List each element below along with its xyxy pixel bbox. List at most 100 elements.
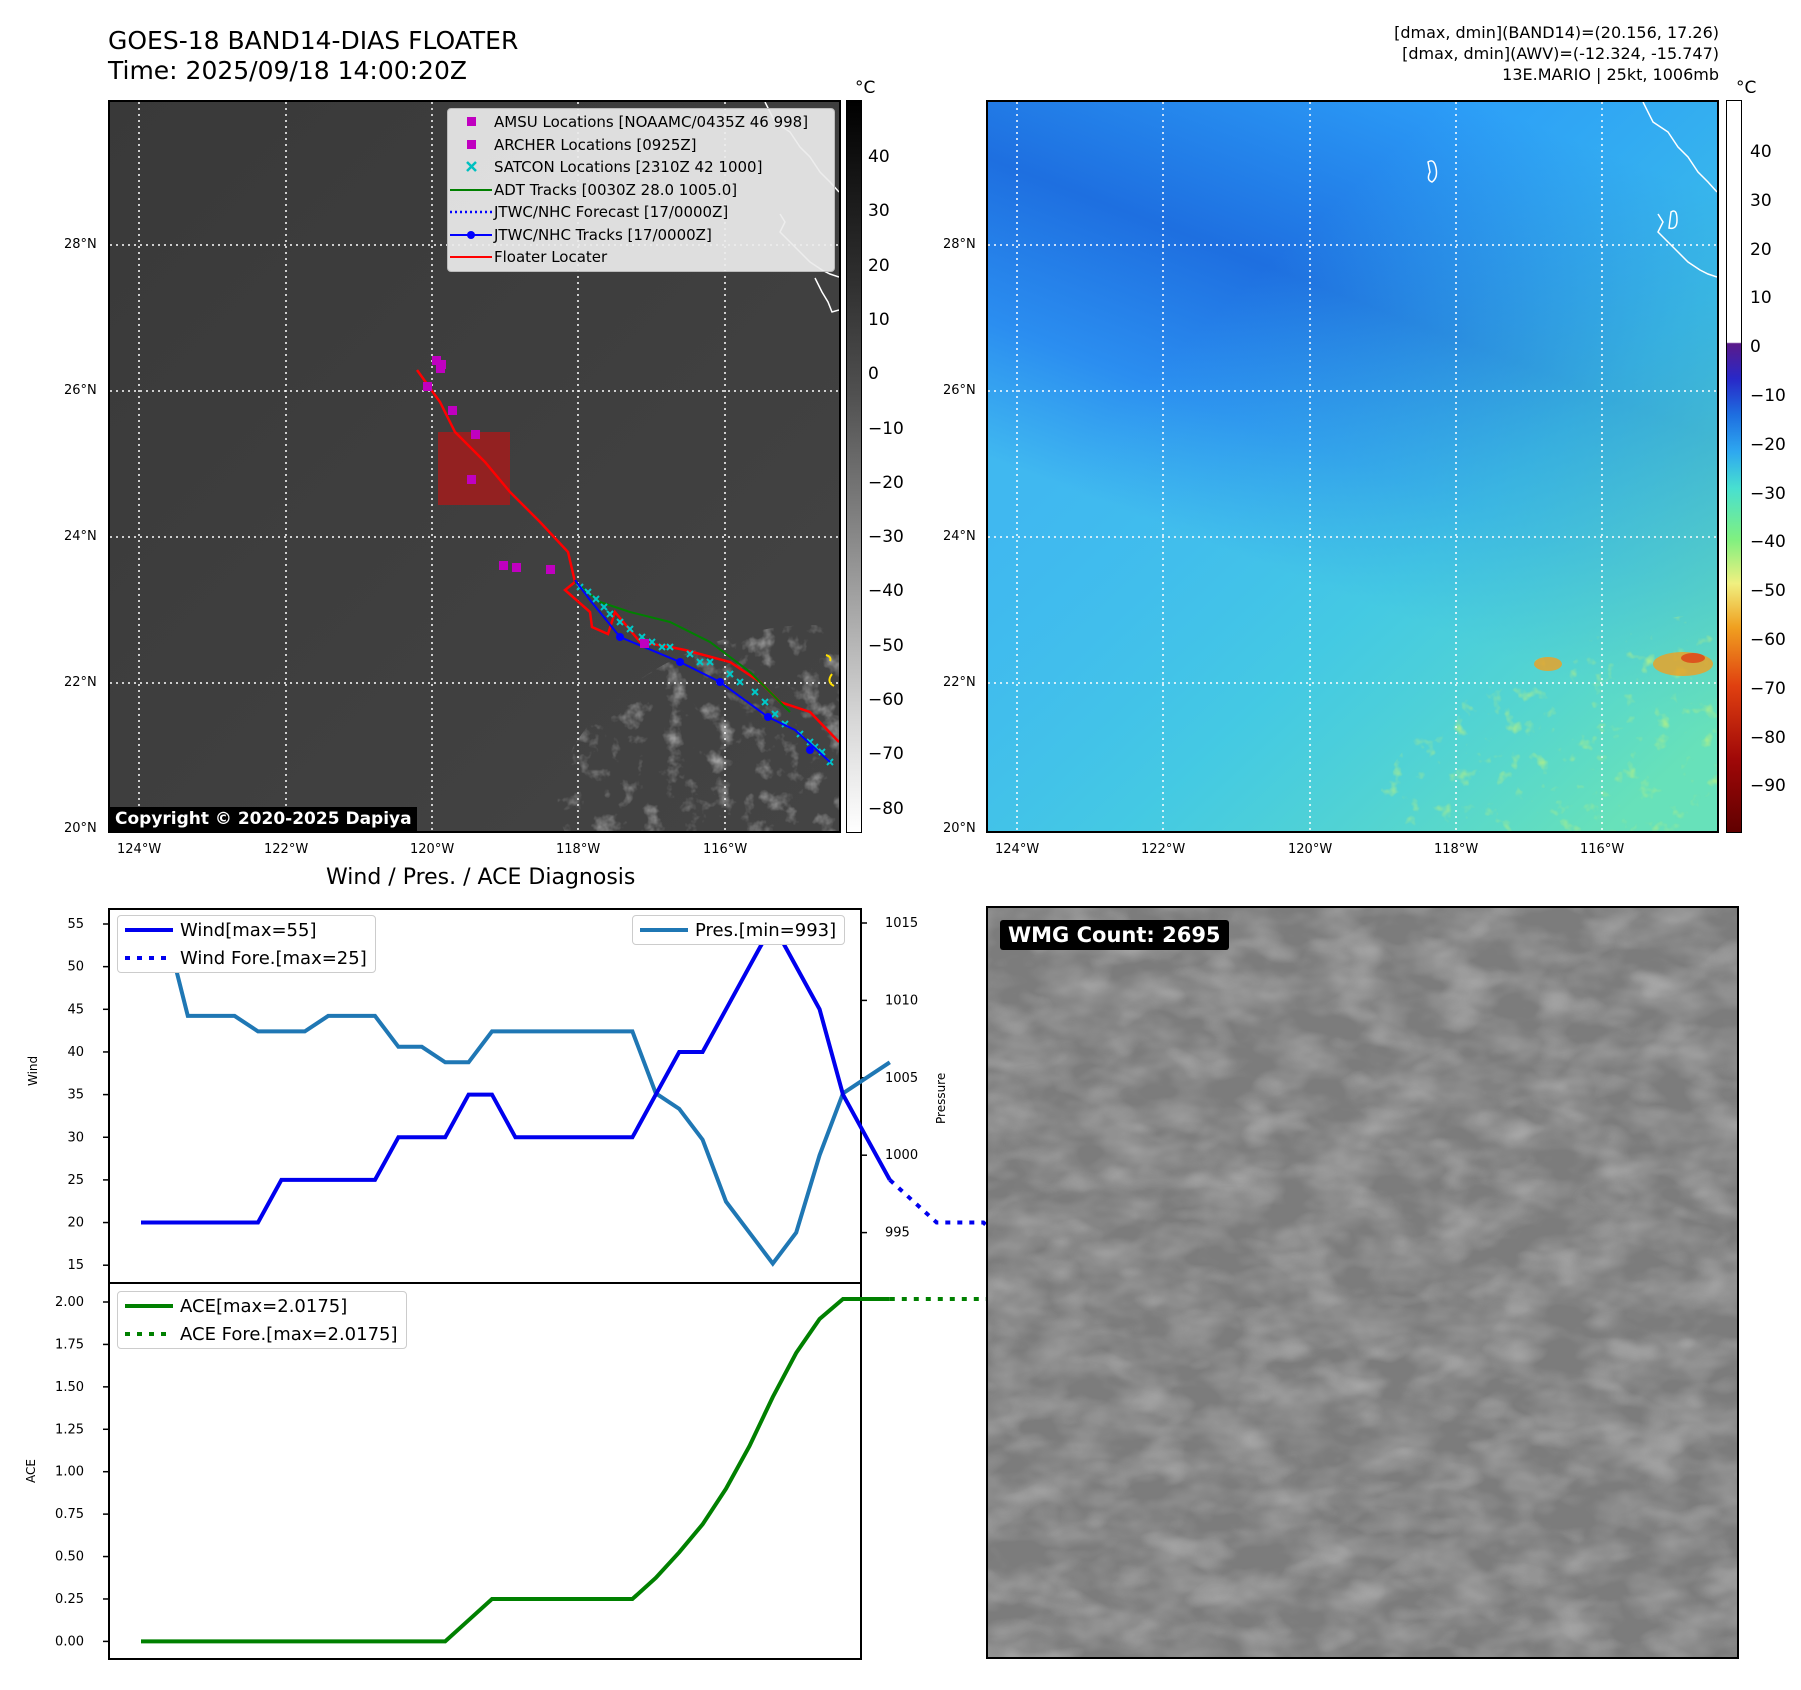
legend-ace-forecast-swatch (125, 1332, 173, 1336)
wind-legend: Wind[max=55] Wind Fore.[max=25] (117, 915, 376, 973)
ace-tick-5: 0.75 (55, 1507, 84, 1522)
jtwc-track-points (616, 633, 814, 754)
stats-line-2: [dmax, dmin](AWV)=(-12.324, -15.747) (1402, 44, 1719, 63)
map-legend-item-5: JTWC/NHC Tracks [17/0000Z] (448, 224, 834, 247)
legend-ace-forecast-label: ACE Fore.[max=2.0175] (180, 1323, 398, 1345)
legend-pressure-label: Pres.[min=993] (695, 919, 837, 941)
ace-tick-0: 2.00 (55, 1295, 84, 1310)
wind-tick-3: 40 (67, 1045, 84, 1060)
ir-colorbar-tick-7: −30 (868, 527, 904, 548)
stats-block: [dmax, dmin](BAND14)=(20.156, 17.26) [dm… (1394, 22, 1719, 85)
diag-ticks: 55 50 45 40 35 30 25 20 15 1015 1010 1005 1000 995 2.0… (55, 916, 918, 1649)
satcon-marker-23 (696, 658, 704, 666)
wind-axis-label: Wind (26, 1055, 40, 1086)
map-legend-swatch-2 (466, 161, 477, 173)
satcon-marker-2 (592, 595, 600, 603)
awv-coastline (1642, 102, 1717, 193)
adt-track (574, 581, 791, 713)
ace-tick-7: 0.25 (55, 1592, 84, 1607)
ir-colorbar-tick-11: −70 (868, 744, 904, 765)
ir-colorbar-unit: °C (855, 78, 876, 98)
legend-wind-forecast-label: Wind Fore.[max=25] (180, 947, 367, 969)
map-legend-label-2: SATCON Locations [2310Z 42 1000] (494, 158, 763, 177)
awv-colorbar-tick-4: 0 (1750, 337, 1761, 358)
map-legend-item-2: SATCON Locations [2310Z 42 1000] (448, 156, 834, 179)
ace-legend: ACE[max=2.0175] ACE Fore.[max=2.0175] (117, 1291, 407, 1349)
ir-lon-label-1: 122°W (264, 842, 309, 857)
wind-tick-5: 30 (67, 1130, 84, 1145)
ace-tick-1: 1.75 (55, 1337, 84, 1352)
legend-ace-label: ACE[max=2.0175] (180, 1295, 348, 1317)
awv-colorbar-tick-8: −40 (1750, 532, 1786, 553)
awv-colorbar-tick-3: 10 (1750, 288, 1772, 309)
pressure-tick-0: 1015 (885, 916, 918, 931)
awv-island-2 (1668, 210, 1678, 230)
map-legend-label-0: AMSU Locations [NOAAMC/0435Z 46 998] (494, 113, 809, 132)
legend-pressure: Pres.[min=993] (633, 916, 844, 944)
ir-lon-label-2: 120°W (410, 842, 455, 857)
pressure-axis-label: Pressure (934, 1072, 948, 1124)
awv-map-panel (986, 100, 1719, 833)
legend-pressure-swatch (640, 928, 688, 932)
pressure-tick-3: 1000 (885, 1148, 918, 1163)
ace-tick-6: 0.50 (55, 1550, 84, 1565)
map-legend-swatch-0 (467, 117, 476, 127)
map-legend-swatch-6 (450, 256, 492, 259)
wind-tick-0: 55 (67, 917, 84, 932)
wind-tick-7: 20 (67, 1216, 84, 1231)
stats-line-1: [dmax, dmin](BAND14)=(20.156, 17.26) (1394, 23, 1719, 42)
figure-title: GOES-18 BAND14-DIAS FLOATER Time: 2025/0… (108, 26, 518, 86)
awv-lat-label-3: 22°N (943, 675, 976, 690)
ace-tick-4: 1.00 (55, 1465, 84, 1480)
legend-wind-swatch (125, 928, 173, 932)
awv-lon-label-2: 120°W (1288, 842, 1333, 857)
ir-colorbar-tick-4: 0 (868, 364, 879, 385)
satcon-marker-3 (600, 603, 608, 611)
title-line-1: GOES-18 BAND14-DIAS FLOATER (108, 26, 519, 55)
map-legend-swatch-3 (450, 188, 492, 191)
legend-ace-forecast: ACE Fore.[max=2.0175] (118, 1320, 406, 1348)
ir-colorbar-tick-2: 20 (868, 255, 890, 276)
map-legend-label-6: Floater Locater (494, 248, 608, 267)
awv-coastline-2 (1657, 213, 1717, 278)
awv-lat-label-0: 28°N (943, 237, 976, 252)
awv-gridlines (988, 102, 1717, 831)
awv-colorbar-tick-11: −70 (1750, 678, 1786, 699)
legend-ace-swatch (125, 1304, 173, 1308)
pressure-tick-2: 1005 (885, 1071, 918, 1086)
wmg-svg (988, 908, 1737, 1657)
map-legend-item-4: JTWC/NHC Forecast [17/0000Z] (448, 201, 834, 224)
ir-colorbar-tick-6: −20 (868, 472, 904, 493)
wmg-panel: WMG Count: 2695 (986, 906, 1739, 1659)
legend-wind-forecast-swatch (125, 956, 173, 960)
map-legend-item-6: Floater Locater (448, 246, 834, 269)
awv-lat-label-1: 26°N (943, 383, 976, 398)
awv-colorbar-tick-5: −10 (1750, 386, 1786, 406)
ir-colorbar-tick-9: −50 (868, 635, 904, 656)
ir-colorbar-tick-10: −60 (868, 690, 904, 710)
wind-tick-6: 25 (67, 1173, 84, 1188)
wind-forecast-series-line (888, 1178, 1032, 1267)
awv-lat-label-2: 24°N (943, 529, 976, 544)
legend-ace: ACE[max=2.0175] (118, 1292, 406, 1320)
ir-lat-label-2: 24°N (64, 529, 97, 544)
awv-colorbar (1726, 100, 1742, 833)
diag-title: Wind / Pres. / ACE Diagnosis (326, 865, 636, 890)
legend-wind-label: Wind[max=55] (180, 919, 317, 941)
satcon-marker-8 (648, 638, 656, 646)
ace-tick-8: 0.00 (55, 1634, 84, 1649)
map-legend-swatch-5 (450, 230, 492, 239)
awv-colorbar-tick-13: −90 (1750, 776, 1786, 797)
awv-colorbar-tick-12: −80 (1750, 727, 1786, 748)
map-legend-item-3: ADT Tracks [0030Z 28.0 1005.0] (448, 179, 834, 202)
awv-colorbar-tick-10: −60 (1750, 630, 1786, 650)
stats-line-3: 13E.MARIO | 25kt, 1006mb (1502, 65, 1719, 84)
pressure-legend: Pres.[min=993] (632, 915, 846, 945)
awv-lon-label-0: 124°W (995, 842, 1040, 857)
wind-tick-8: 15 (67, 1258, 84, 1273)
amsu-archer-markers (423, 356, 649, 648)
ir-lon-label-3: 118°W (556, 842, 601, 857)
map-legend-item-0: AMSU Locations [NOAAMC/0435Z 46 998] (448, 111, 834, 134)
awv-lon-label-3: 118°W (1434, 842, 1479, 857)
floater-locater-track (415, 369, 839, 743)
